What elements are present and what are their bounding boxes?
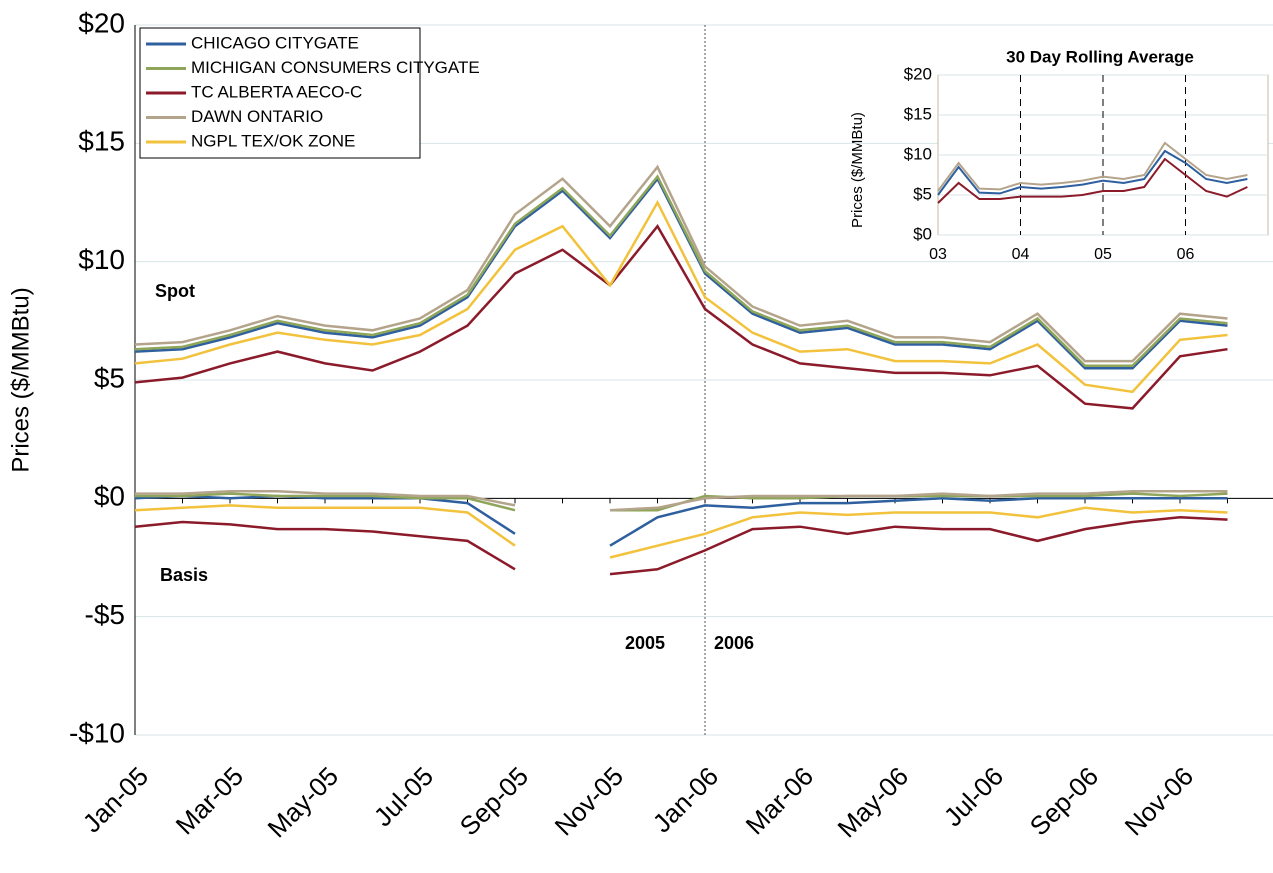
series-line xyxy=(937,141,1248,192)
x-tick-label: Mar-06 xyxy=(740,761,819,840)
x-tick-label: 04 xyxy=(1012,246,1030,263)
y-tick-label: $15 xyxy=(78,126,125,157)
x-tick-label: 05 xyxy=(1094,246,1112,263)
x-tick-label: Sep-06 xyxy=(1024,761,1104,841)
series-line xyxy=(134,164,1228,363)
x-tick-label: Jul-05 xyxy=(368,761,439,832)
legend-label: CHICAGO CITYGATE xyxy=(191,33,359,52)
x-tick-label: 03 xyxy=(929,246,947,263)
y-axis-label: Prices ($/MMBtu) xyxy=(7,287,34,472)
y-tick-label: $0 xyxy=(913,224,932,243)
series-line xyxy=(134,516,1228,576)
series-line xyxy=(134,494,1228,547)
annotation: Spot xyxy=(155,281,195,301)
series-line xyxy=(134,504,1228,559)
inset-title: 30 Day Rolling Average xyxy=(1006,47,1194,66)
legend-label: TC ALBERTA AECO-C xyxy=(191,82,362,101)
y-tick-label: -$10 xyxy=(69,717,125,748)
y-tick-label: $20 xyxy=(78,7,125,38)
y-tick-label: $5 xyxy=(94,362,125,393)
x-tick-label: May-05 xyxy=(262,761,345,844)
x-tick-label: Jan-05 xyxy=(77,761,154,838)
series-line xyxy=(134,199,1228,394)
x-tick-label: Jul-06 xyxy=(938,761,1009,832)
legend-label: NGPL TEX/OK ZONE xyxy=(191,131,355,150)
y-tick-label: $0 xyxy=(94,481,125,512)
annotation: 2006 xyxy=(714,633,754,653)
x-tick-label: Jan-06 xyxy=(647,761,724,838)
x-tick-label: Nov-05 xyxy=(549,761,629,841)
y-tick-label: $15 xyxy=(904,104,932,123)
x-tick-label: Sep-05 xyxy=(454,761,534,841)
legend-box xyxy=(139,27,421,159)
series-line xyxy=(134,174,1228,368)
y-tick-label: $10 xyxy=(904,144,932,163)
x-tick-label: Mar-05 xyxy=(170,761,249,840)
y-tick-label: $10 xyxy=(78,244,125,275)
x-tick-label: 06 xyxy=(1177,246,1195,263)
inset-y-label: Prices ($/MMBtu) xyxy=(849,112,866,228)
y-tick-label: -$5 xyxy=(85,599,125,630)
legend-label: DAWN ONTARIO xyxy=(191,107,323,126)
annotation: Basis xyxy=(160,565,208,585)
series-line xyxy=(937,149,1248,196)
y-tick-label: $20 xyxy=(904,64,932,83)
x-tick-label: May-06 xyxy=(832,761,915,844)
series-line xyxy=(937,157,1248,204)
x-tick-label: Nov-06 xyxy=(1119,761,1199,841)
legend-label: MICHIGAN CONSUMERS CITYGATE xyxy=(191,58,480,77)
series-line xyxy=(134,223,1228,410)
y-tick-label: $5 xyxy=(913,184,932,203)
annotation: 2005 xyxy=(625,633,665,653)
series-line xyxy=(135,489,1228,512)
